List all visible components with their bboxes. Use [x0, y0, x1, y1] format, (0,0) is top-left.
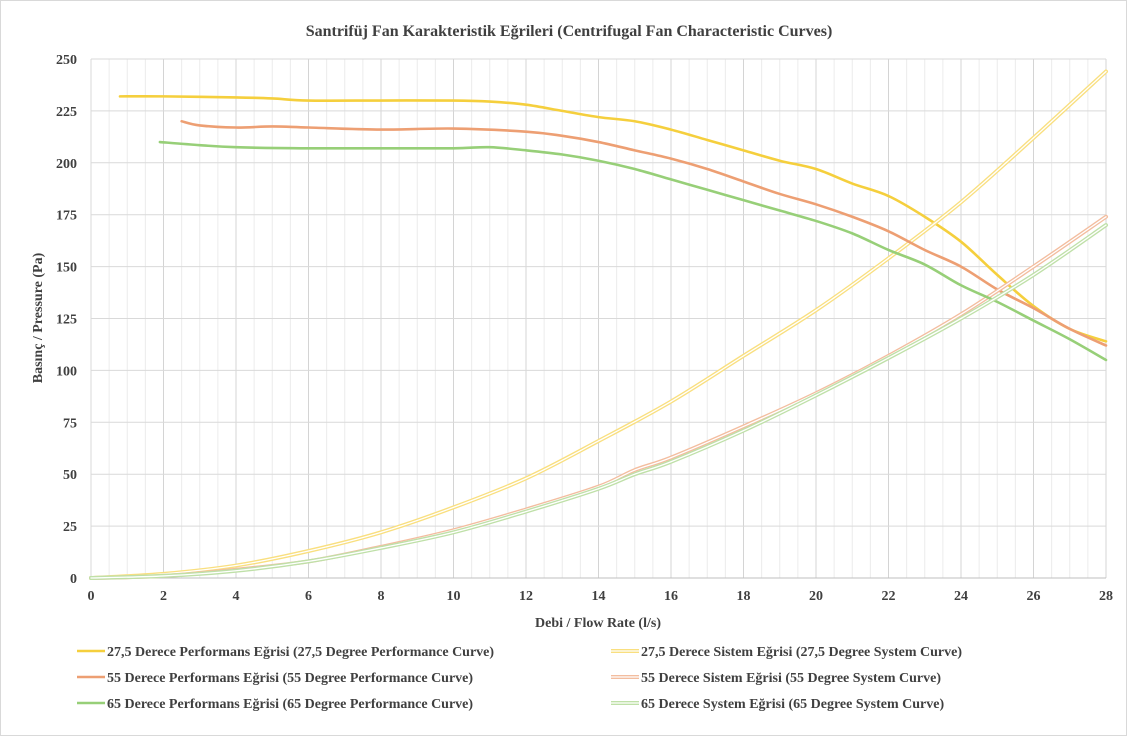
- legend-label: 65 Derece System Eğrisi (65 Degree Syste…: [641, 697, 944, 712]
- y-tick-label: 225: [56, 105, 77, 120]
- y-tick-label: 150: [56, 261, 77, 276]
- y-tick-label: 0: [70, 572, 77, 587]
- x-tick-label: 12: [519, 589, 533, 604]
- y-axis-label: Basınç / Pressure (Pa): [31, 252, 46, 383]
- series-5: [158, 140, 1108, 362]
- legend-label: 27,5 Derece Sistem Eğrisi (27,5 Degree S…: [641, 645, 962, 660]
- x-tick-label: 20: [809, 589, 823, 604]
- x-tick-label: 26: [1027, 589, 1041, 604]
- legend-item: 27,5 Derece Sistem Eğrisi (27,5 Degree S…: [611, 645, 962, 660]
- legend-item: 55 Derece Sistem Eğrisi (55 Degree Syste…: [611, 671, 941, 686]
- axis-layer: 0 2 4 6 8 10 12 14 16 18 20 22 24 26 28025507510012515…: [56, 53, 1113, 604]
- x-tick-label: 0: [88, 589, 95, 604]
- legend-label: 55 Derece Sistem Eğrisi (55 Degree Syste…: [641, 671, 941, 686]
- x-tick-label: 24: [954, 589, 968, 604]
- x-tick-label: 14: [592, 589, 606, 604]
- legend-label: 65 Derece Performans Eğrisi (65 Degree P…: [107, 697, 473, 712]
- series-line-inner: [90, 70, 1107, 579]
- legend-item: 65 Derece System Eğrisi (65 Degree Syste…: [611, 697, 944, 712]
- series-6: [89, 223, 1108, 580]
- series-line: [118, 94, 1108, 343]
- series-1: [118, 94, 1108, 343]
- y-tick-label: 250: [56, 53, 77, 68]
- y-tick-label: 25: [63, 520, 77, 535]
- chart-title: Santrifüj Fan Karakteristik Eğrileri (Ce…: [306, 23, 833, 40]
- x-tick-label: 18: [737, 589, 751, 604]
- y-tick-label: 200: [56, 157, 77, 172]
- legend-label: 55 Derece Performans Eğrisi (55 Degree P…: [107, 671, 473, 686]
- legend-item: 55 Derece Performans Eğrisi (55 Degree P…: [77, 671, 473, 686]
- series-2: [89, 69, 1108, 580]
- y-tick-label: 175: [56, 209, 77, 224]
- y-tick-label: 75: [63, 416, 77, 431]
- legend-label: 27,5 Derece Performans Eğrisi (27,5 Degr…: [107, 645, 494, 660]
- legend-item: 65 Derece Performans Eğrisi (65 Degree P…: [77, 697, 473, 712]
- x-tick-label: 10: [447, 589, 461, 604]
- x-tick-label: 16: [664, 589, 678, 604]
- y-tick-label: 50: [63, 468, 77, 483]
- y-tick-label: 100: [56, 364, 77, 379]
- series-3: [180, 119, 1108, 347]
- x-tick-label: 4: [233, 589, 240, 604]
- series-line-inner: [90, 224, 1107, 579]
- legend: 27,5 Derece Performans Eğrisi (27,5 Degr…: [77, 645, 962, 712]
- series-line: [180, 119, 1108, 347]
- series-layer: [89, 69, 1108, 580]
- x-axis-label: Debi / Flow Rate (l/s): [535, 616, 661, 631]
- x-tick-label: 2: [160, 589, 167, 604]
- x-tick-label: 6: [305, 589, 312, 604]
- series-line: [158, 140, 1108, 362]
- x-tick-label: 8: [378, 589, 385, 604]
- y-tick-label: 125: [56, 313, 77, 328]
- legend-item: 27,5 Derece Performans Eğrisi (27,5 Degr…: [77, 645, 494, 660]
- x-tick-label: 28: [1099, 589, 1113, 604]
- x-tick-label: 22: [882, 589, 896, 604]
